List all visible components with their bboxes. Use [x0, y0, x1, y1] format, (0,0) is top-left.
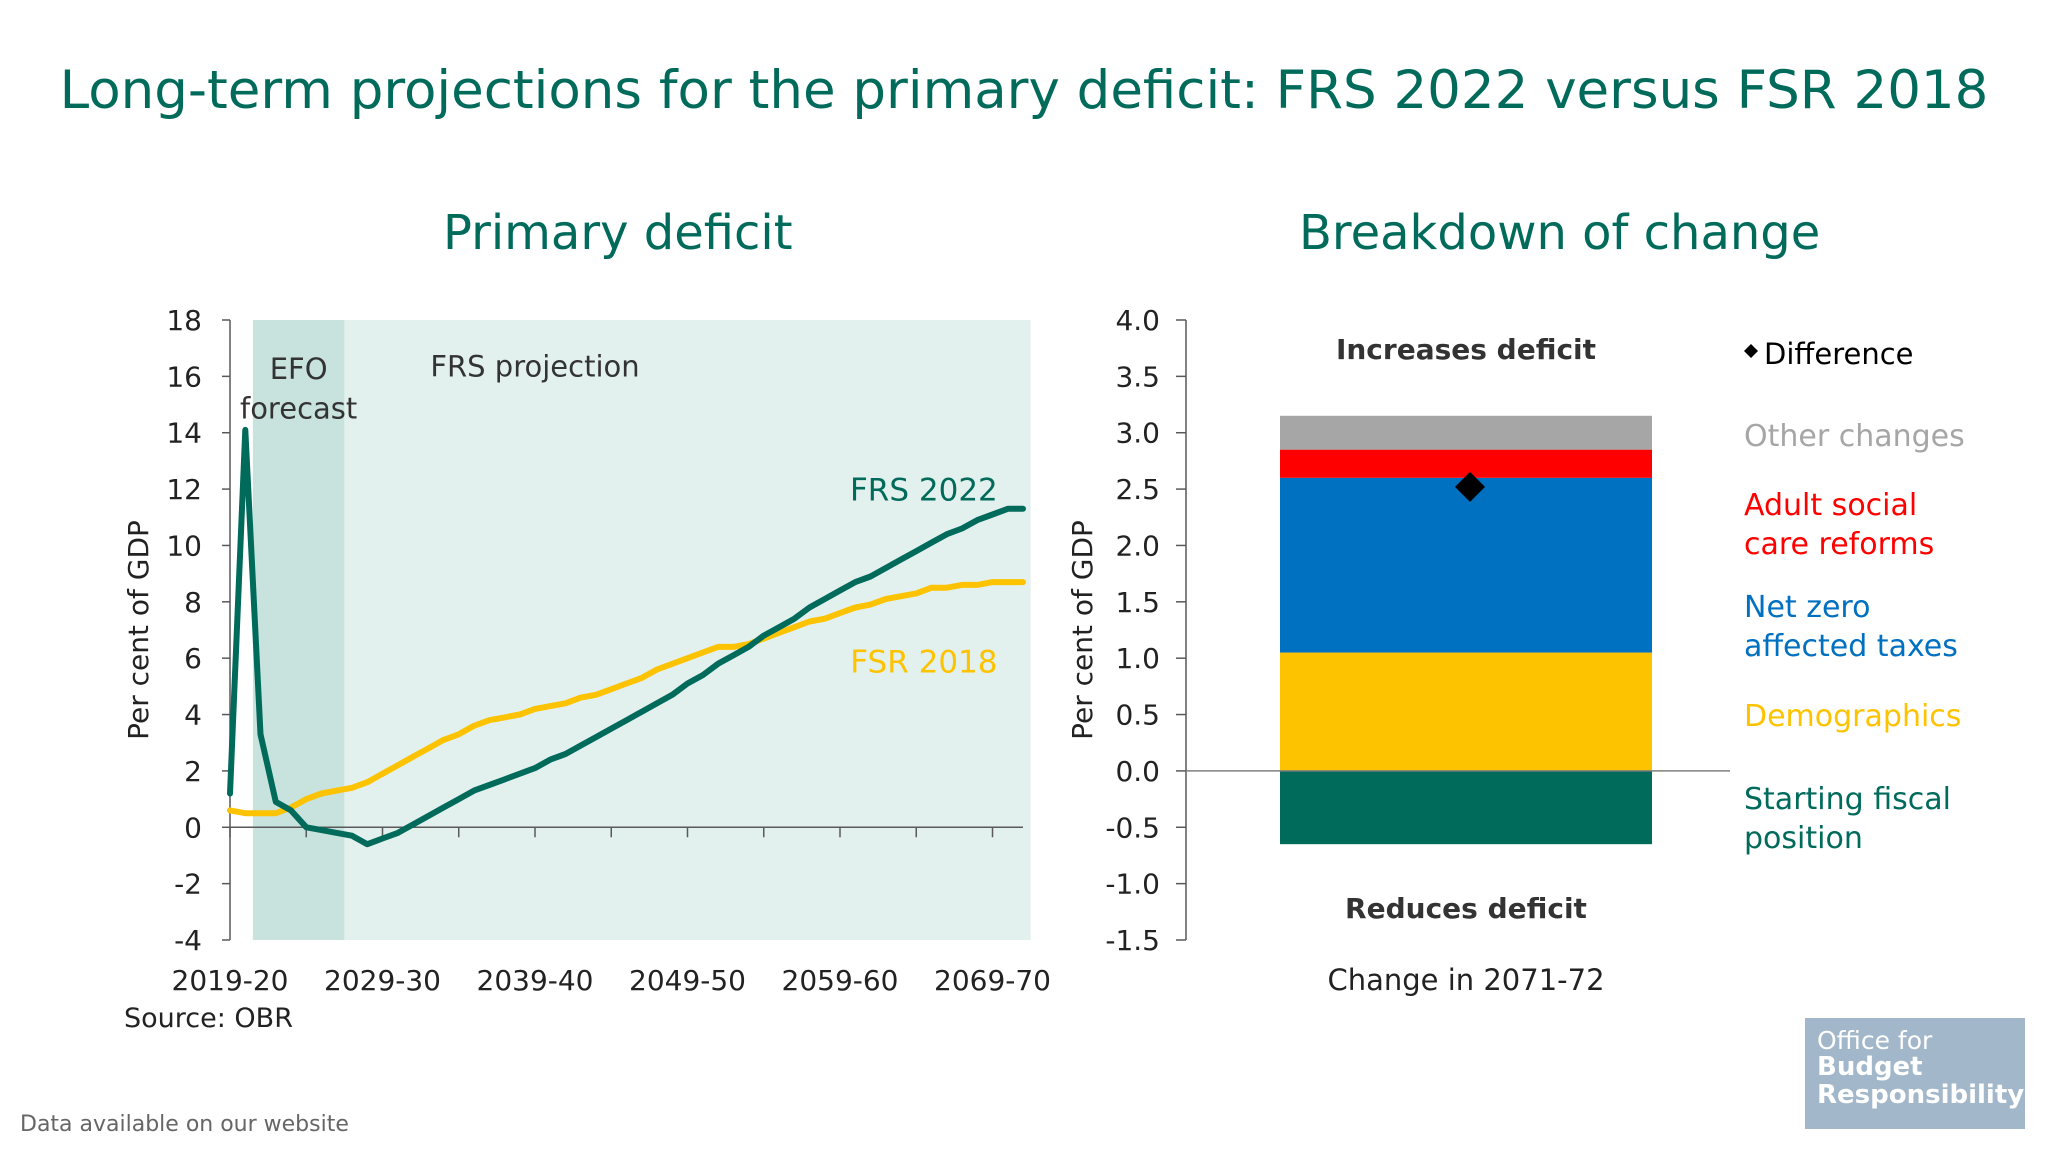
right-y-tick-label: 2.0 [1115, 529, 1160, 562]
data-available-link[interactable]: Data available on our website [20, 1112, 349, 1137]
efo-label-line1: EFO [270, 352, 328, 386]
logo-line-responsibility: Responsibility [1817, 1079, 2025, 1110]
legend-other-changes-line1: Other changes [1744, 419, 1965, 454]
right-y-tick-label: 1.5 [1115, 586, 1160, 619]
left-x-tick-label: 2059-60 [782, 964, 899, 997]
increases-deficit-label: Increases deficit [1336, 333, 1596, 366]
left-x-tick-label: 2069-70 [934, 964, 1051, 997]
right-y-tick-label: 4.0 [1115, 304, 1160, 337]
fsr-2018-line [227, 579, 1026, 817]
left-y-axis-title: Per cent of GDP [122, 520, 155, 740]
source-note: Source: OBR [124, 1003, 293, 1034]
legend-starting-fiscal-position-line1: Starting fiscal [1744, 782, 1951, 817]
left-y-tick-label: 4 [184, 699, 202, 732]
bar-segment-net-zero-affected-taxes [1280, 477, 1652, 653]
page-title: Long-term projections for the primary de… [59, 60, 1989, 121]
logo-line-budget: Budget [1817, 1052, 1923, 1083]
right-y-tick-label: -1.5 [1105, 924, 1160, 957]
efo-label-line2: forecast [240, 392, 357, 426]
left-y-tick-label: 16 [166, 360, 202, 393]
left-y-tick-label: 6 [184, 642, 202, 675]
legend-difference-marker [1744, 344, 1758, 358]
difference-marker [1455, 471, 1485, 502]
frs-2022-line [227, 426, 1026, 848]
frs-2022-series-label: FRS 2022 [850, 472, 998, 508]
left-y-tick-label: 8 [184, 586, 202, 619]
left-x-tick-label: 2029-30 [324, 964, 441, 997]
legend-starting-fiscal-position-line2: position [1744, 821, 1863, 856]
left-y-tick-label: -2 [174, 868, 202, 901]
right-y-tick-label: 0.5 [1115, 699, 1160, 732]
legend-adult-social-care-reforms-line1: Adult social [1744, 488, 1917, 523]
left-y-tick-label: 14 [166, 417, 202, 450]
legend-net-zero-affected-taxes-line2: affected taxes [1744, 629, 1958, 664]
left-x-tick-label: 2019-20 [172, 964, 289, 997]
right-y-tick-label: 3.0 [1115, 417, 1160, 450]
left-y-tick-label: 10 [166, 529, 202, 562]
fsr-2018-series-label: FSR 2018 [850, 644, 997, 680]
frs-projection-shading [344, 320, 1031, 940]
bar-segment-adult-social-care-reforms [1280, 449, 1652, 478]
left-y-tick-label: -4 [174, 924, 202, 957]
right-y-axis-title: Per cent of GDP [1066, 520, 1099, 740]
right-y-tick-label: 0.0 [1115, 755, 1160, 788]
right-y-tick-label: 2.5 [1115, 473, 1160, 506]
legend-demographics-line1: Demographics [1744, 699, 1961, 734]
bar-chart-title: Breakdown of change [1299, 205, 1821, 261]
line-chart-title: Primary deficit [443, 205, 793, 261]
right-x-axis-label: Change in 2071-72 [1327, 963, 1604, 997]
bar-segment-other-changes [1280, 415, 1652, 450]
left-y-tick-label: 12 [166, 473, 202, 506]
efo-forecast-shading [252, 320, 345, 940]
left-y-tick-label: 2 [184, 755, 202, 788]
right-y-tick-label: 3.5 [1115, 360, 1160, 393]
obr-logo: Office for Budget Responsibility [1805, 1018, 2025, 1129]
bar-segment-starting-fiscal-position [1280, 770, 1652, 845]
legend-difference: Difference [1764, 337, 1914, 371]
left-y-tick-label: 18 [166, 304, 202, 337]
logo-line-office: Office for [1817, 1026, 1933, 1055]
bar-segment-demographics [1280, 652, 1652, 771]
right-y-tick-label: -0.5 [1105, 811, 1160, 844]
legend-adult-social-care-reforms-line2: care reforms [1744, 527, 1934, 562]
left-y-tick-label: 0 [184, 811, 202, 844]
legend-net-zero-affected-taxes-line1: Net zero [1744, 590, 1870, 625]
right-y-tick-label: 1.0 [1115, 642, 1160, 675]
frs-projection-label: FRS projection [430, 349, 639, 383]
left-x-tick-label: 2049-50 [629, 964, 746, 997]
left-x-tick-label: 2039-40 [477, 964, 594, 997]
reduces-deficit-label: Reduces deficit [1345, 892, 1587, 925]
right-y-tick-label: -1.0 [1105, 868, 1160, 901]
